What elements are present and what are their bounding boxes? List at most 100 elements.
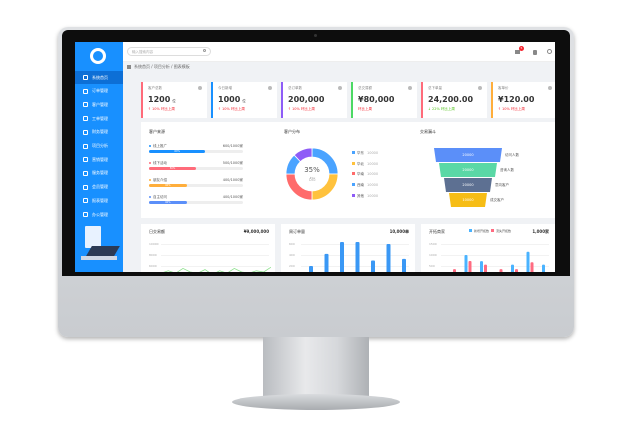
y-tick-label: 1000 xyxy=(429,253,437,257)
sidebar-item[interactable]: 财务管理 xyxy=(75,126,123,139)
progress-value-wrap: 500/1000家 xyxy=(223,161,243,166)
y-tick-label: 600 xyxy=(289,242,295,246)
info-icon[interactable] xyxy=(338,86,342,90)
stat-card: 客户总数 1200 位 ↑ 10% 环比上周 xyxy=(141,82,207,118)
sidebar-item[interactable]: 会员管理 xyxy=(75,181,123,194)
progress-fill: 60% xyxy=(149,150,206,153)
progress-fill: 50% xyxy=(149,167,196,170)
progress-unit: 家 xyxy=(239,144,244,148)
customer-distribution-title: 客户分布 xyxy=(284,129,300,134)
legend-value: 10000 xyxy=(367,172,379,177)
stat-value: ¥80,000 xyxy=(358,95,395,104)
funnel-title: 交易漏斗 xyxy=(420,129,436,134)
sidebar-item[interactable]: 工单管理 xyxy=(75,112,123,125)
legend-dot xyxy=(149,196,151,198)
donut-legend-item: 华北 10000 xyxy=(352,161,378,167)
chart-panel: 开拓商家 1,000家 新增开拓数 流失开拓数 1500 1000 500 xyxy=(421,224,555,272)
sidebar-item[interactable]: 营销管理 xyxy=(75,153,123,166)
legend-swatch xyxy=(352,172,355,176)
stat-trend: ↑ 10% 环比上周 xyxy=(218,107,245,111)
funnel-label: 咨询人数 xyxy=(500,168,514,172)
legend-swatch xyxy=(352,151,355,154)
breadcrumb: 系统首页 / 项目分析 / 图表模板 xyxy=(134,64,190,69)
stat-label: 今日新增 xyxy=(218,86,232,90)
document-icon xyxy=(83,88,88,94)
chart-plot xyxy=(453,251,545,272)
bar xyxy=(324,253,329,272)
legend-label: 其他 xyxy=(357,193,364,198)
chart-legend-item: 流失开拓数 xyxy=(491,229,511,233)
donut-center-value: 35% xyxy=(304,166,320,174)
search-input[interactable]: 输入搜索内容 xyxy=(127,47,211,56)
funnel-value: 20000 xyxy=(462,168,474,172)
chart-icon xyxy=(83,143,88,149)
gridline xyxy=(301,266,409,267)
progress-unit: 家 xyxy=(239,178,244,182)
bar xyxy=(480,261,483,272)
info-icon[interactable] xyxy=(548,86,552,90)
stat-value: 1200 xyxy=(148,95,171,104)
funnel-stage: 10000 xyxy=(449,193,487,207)
wallet-icon xyxy=(83,129,88,135)
search-icon[interactable] xyxy=(203,49,206,52)
progress-bar: 60% xyxy=(149,150,243,153)
inbox-icon xyxy=(83,184,88,190)
y-tick-label: 500 xyxy=(429,264,435,268)
home-icon xyxy=(83,75,88,80)
info-icon[interactable] xyxy=(268,86,272,90)
sidebar-item[interactable]: 系统首页 xyxy=(75,71,123,84)
lock-icon[interactable] xyxy=(533,50,537,55)
legend-swatch xyxy=(352,161,355,165)
legend-label: 华南 xyxy=(357,172,364,177)
sidebar-item-label: 办公管理 xyxy=(92,211,108,217)
info-icon[interactable] xyxy=(408,86,412,90)
donut-legend-item: 其他 10000 xyxy=(352,193,378,199)
y-tick-label: 400 xyxy=(289,253,295,257)
chart-total: 10,000单 xyxy=(389,229,409,234)
info-icon[interactable] xyxy=(198,86,202,90)
stat-trend: ↑ 10% 环比上周 xyxy=(498,107,525,111)
progress-name: 自主访问 xyxy=(153,195,167,199)
sidebar-item-label: 财务管理 xyxy=(92,129,108,135)
funnel-stage: 20000 xyxy=(444,178,492,192)
bar xyxy=(340,242,344,272)
progress-unit: 家 xyxy=(239,195,244,199)
sidebar-item[interactable]: 服务管理 xyxy=(75,167,123,180)
chart-plot xyxy=(309,242,406,272)
chart-total: 1,000家 xyxy=(532,229,549,234)
notification-icon[interactable] xyxy=(515,50,520,54)
progress-value: 400/1000 xyxy=(222,178,240,182)
stat-value-row: 200,000 xyxy=(288,95,342,104)
y-tick-label: 200 xyxy=(289,264,295,268)
funnel-stage: 20000 xyxy=(439,163,497,177)
progress-value: 500/1000 xyxy=(222,161,240,165)
info-icon[interactable] xyxy=(478,86,482,90)
sidebar-item[interactable]: 客户管理 xyxy=(75,98,123,111)
y-tick-label: 10000 xyxy=(149,242,159,246)
funnel-label: 访问人数 xyxy=(505,153,519,157)
overview-panel: 客户来源 线上推广 600/1000家 60% 线下活动 500/1000家 50% 朋友介… xyxy=(141,122,555,218)
sidebar-item[interactable]: 订单管理 xyxy=(75,85,123,98)
calendar-icon xyxy=(83,116,88,122)
bar xyxy=(453,269,456,272)
stat-trend: ↓ 22% 环比上周 xyxy=(428,107,455,111)
gridline xyxy=(161,244,269,245)
gridline xyxy=(161,266,269,267)
sidebar-item[interactable]: 项目分析 xyxy=(75,140,123,153)
bar xyxy=(355,242,360,272)
progress-label: 朋友介绍 400/1000家 xyxy=(149,178,243,183)
donut-chart xyxy=(285,147,339,201)
progress-bar: 40% xyxy=(149,201,243,204)
sidebar-item[interactable]: 办公管理 xyxy=(75,208,123,221)
progress-unit: 家 xyxy=(239,161,244,165)
bar xyxy=(499,269,503,272)
sidebar-item[interactable]: 报表管理 xyxy=(75,194,123,207)
chart-title: 日交易额 xyxy=(149,229,165,234)
stat-value-row: ¥120.00 xyxy=(498,95,552,104)
legend-label: 华北 xyxy=(357,161,364,166)
bar xyxy=(542,264,545,272)
progress-name: 线上推广 xyxy=(153,144,167,148)
bar xyxy=(371,260,375,272)
stat-trend: 环比上周 xyxy=(358,107,372,111)
settings-icon[interactable] xyxy=(547,49,552,54)
